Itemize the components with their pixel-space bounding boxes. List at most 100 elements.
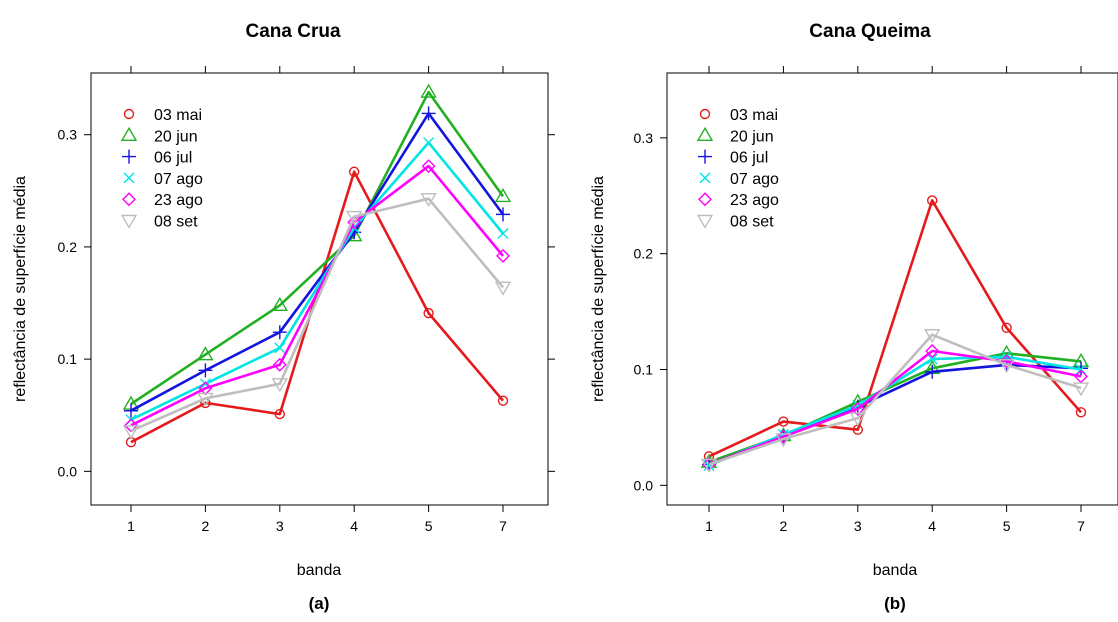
data-point bbox=[272, 325, 287, 340]
x-tick-label: 2 bbox=[202, 518, 210, 534]
series-3 bbox=[124, 106, 510, 418]
data-point bbox=[497, 227, 509, 239]
data-point bbox=[274, 408, 285, 420]
data-point bbox=[926, 353, 938, 365]
x-tick-label: 3 bbox=[854, 518, 862, 534]
legend-label: 08 set bbox=[154, 214, 198, 231]
data-point bbox=[349, 166, 360, 177]
x-tick-label: 1 bbox=[705, 518, 713, 534]
x-tick-label: 7 bbox=[1077, 518, 1085, 534]
data-point bbox=[494, 281, 512, 296]
legend-label: 06 jul bbox=[730, 150, 768, 167]
data-point bbox=[423, 307, 434, 319]
panel-caption: (b) bbox=[884, 594, 906, 613]
legend-label: 20 jun bbox=[730, 128, 774, 145]
legend-label: 08 set bbox=[730, 214, 774, 231]
data-point bbox=[421, 106, 436, 121]
y-tick-label: 0.1 bbox=[58, 351, 78, 367]
legend-label: 23 ago bbox=[154, 192, 203, 209]
x-tick-label: 5 bbox=[425, 518, 433, 534]
series-line bbox=[130, 197, 504, 433]
data-point bbox=[272, 357, 287, 372]
x-tick-label: 5 bbox=[1003, 518, 1011, 534]
data-point bbox=[423, 137, 435, 149]
data-point bbox=[1072, 382, 1090, 397]
series-5 bbox=[702, 343, 1088, 472]
data-point bbox=[124, 418, 138, 433]
x-tick-label: 7 bbox=[499, 518, 507, 534]
data-point bbox=[850, 401, 865, 416]
y-tick-label: 0.3 bbox=[58, 127, 78, 143]
series-line bbox=[708, 355, 1082, 467]
data-point bbox=[197, 346, 214, 361]
series-6 bbox=[700, 329, 1090, 473]
legend-marker bbox=[123, 172, 135, 184]
legend-label: 06 jul bbox=[154, 150, 192, 167]
legend-marker bbox=[696, 214, 714, 229]
panel-caption: (a) bbox=[309, 594, 330, 613]
x-tick-label: 1 bbox=[127, 518, 135, 534]
series-line bbox=[708, 349, 1082, 466]
y-axis-label: reflectância de superfície média bbox=[590, 176, 607, 402]
series-1 bbox=[703, 195, 1087, 462]
data-point bbox=[347, 215, 362, 230]
data-point bbox=[271, 378, 289, 393]
y-tick-label: 0.2 bbox=[634, 246, 654, 262]
data-point bbox=[852, 399, 864, 411]
data-point bbox=[775, 433, 792, 448]
series-line bbox=[708, 199, 1082, 458]
data-point bbox=[923, 329, 941, 344]
chart-panel-1: Cana Crua (a) 1 2 3 4 5 7 0.0 0.1 0.2 0.3 banda refle… bbox=[12, 21, 555, 613]
series-5 bbox=[124, 159, 510, 433]
y-tick-label: 0.3 bbox=[634, 130, 654, 146]
data-point bbox=[271, 296, 289, 311]
legend-marker bbox=[699, 108, 711, 120]
series-2 bbox=[700, 344, 1090, 468]
legend-label: 23 ago bbox=[730, 192, 779, 209]
data-point bbox=[778, 416, 789, 427]
legend-marker bbox=[698, 149, 712, 164]
series-line bbox=[130, 90, 505, 406]
plot-frame bbox=[90, 72, 549, 506]
data-point bbox=[925, 364, 940, 379]
data-point bbox=[849, 412, 867, 427]
series-line bbox=[130, 164, 505, 427]
data-point bbox=[998, 359, 1015, 374]
data-point bbox=[421, 159, 436, 174]
data-point bbox=[927, 195, 938, 206]
data-point bbox=[274, 342, 286, 354]
x-axis-label: banda bbox=[297, 562, 342, 579]
y-tick-label: 0.0 bbox=[58, 463, 78, 479]
x-tick-label: 3 bbox=[276, 518, 284, 534]
data-point bbox=[496, 207, 510, 222]
x-tick-label: 2 bbox=[780, 518, 788, 534]
legend-marker bbox=[699, 172, 711, 184]
y-tick-label: 0.0 bbox=[634, 477, 654, 493]
data-point bbox=[494, 188, 512, 203]
data-point bbox=[496, 248, 510, 263]
series-2 bbox=[122, 83, 512, 410]
data-point bbox=[345, 210, 363, 226]
legend-label: 07 ago bbox=[154, 171, 203, 188]
legend: 03 mai 20 jun 06 jul 07 ago 23 ago 08 set bbox=[696, 107, 779, 231]
y-tick-label: 0.2 bbox=[58, 239, 78, 255]
series-line bbox=[130, 170, 504, 444]
series-6 bbox=[122, 192, 512, 440]
legend-marker bbox=[698, 192, 712, 207]
series-line bbox=[130, 112, 505, 412]
data-point bbox=[925, 343, 940, 358]
y-tick-label: 0.1 bbox=[634, 361, 654, 377]
x-axis-label: banda bbox=[873, 562, 918, 579]
legend: 03 mai 20 jun 06 jul 07 ago 23 ago 08 set bbox=[120, 107, 203, 231]
data-point bbox=[420, 192, 437, 208]
plot-frame bbox=[666, 72, 1118, 506]
series-line bbox=[130, 141, 505, 421]
chart-panel-2: Cana Queima (b) 1 2 3 4 5 7 0.0 0.1 0.2 0.3 banda ref… bbox=[590, 21, 1118, 613]
data-point bbox=[420, 83, 437, 98]
y-axis-label: reflectância de superfície média bbox=[12, 176, 29, 402]
legend-marker bbox=[123, 108, 135, 120]
legend-marker bbox=[122, 149, 136, 164]
legend-marker bbox=[120, 214, 138, 229]
